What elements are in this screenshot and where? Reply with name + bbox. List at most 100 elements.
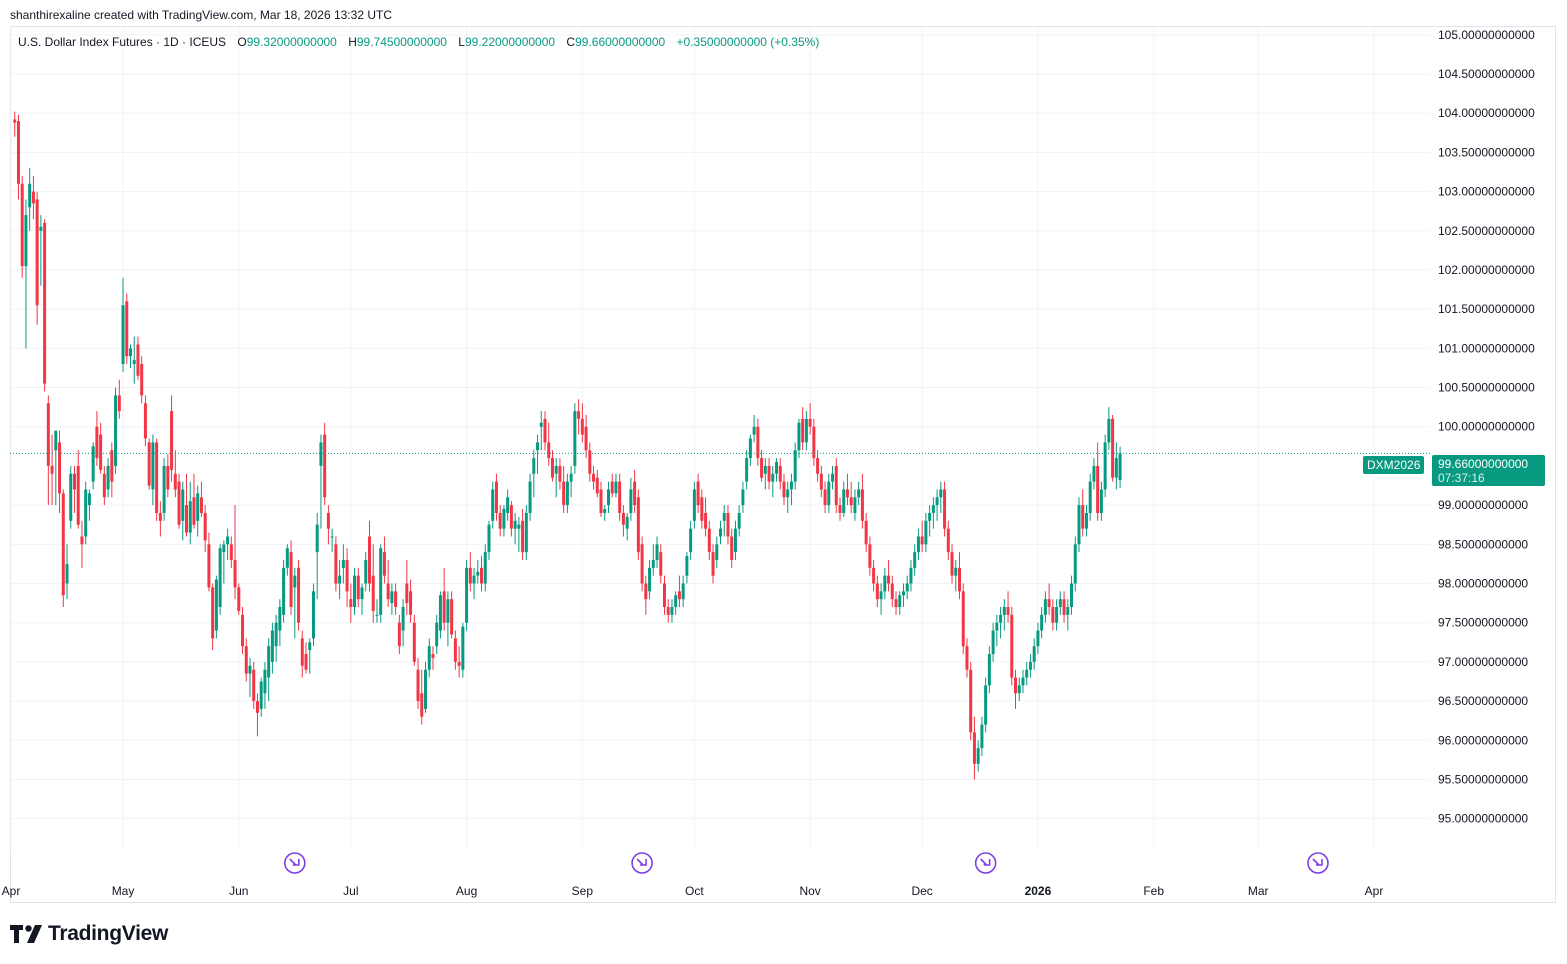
candle-body: [905, 583, 909, 592]
price-tick-label: 100.50000000000: [1438, 381, 1535, 395]
symbol-legend[interactable]: U.S. Dollar Index Futures · 1D · ICEUS O…: [18, 35, 819, 49]
low-label: L: [458, 35, 465, 49]
candle: [136, 336, 140, 380]
candle: [80, 520, 84, 568]
candle: [812, 418, 816, 466]
candle-body: [132, 360, 136, 365]
candle-body: [521, 520, 525, 553]
candle: [618, 473, 622, 521]
candle-body: [670, 607, 674, 615]
event-arrow: [1312, 858, 1323, 866]
candle: [1081, 489, 1085, 537]
candle-body: [297, 567, 301, 623]
candle: [371, 544, 375, 623]
candle-body: [775, 462, 779, 474]
candle: [868, 536, 872, 576]
candle: [304, 642, 308, 674]
candle-body: [397, 622, 401, 647]
candle: [931, 497, 935, 529]
tradingview-logo[interactable]: TradingView: [10, 922, 168, 946]
candle: [775, 458, 779, 482]
candle: [185, 473, 189, 537]
candle-body: [860, 489, 864, 521]
candle: [995, 614, 999, 647]
candle-body: [1025, 669, 1029, 678]
candle-body: [890, 583, 894, 600]
candle-body: [823, 489, 827, 506]
candle: [509, 501, 513, 537]
candle-body: [1114, 458, 1118, 478]
candle-body: [379, 548, 383, 615]
candle-body: [513, 520, 517, 529]
candle-body: [345, 559, 349, 592]
candle: [293, 567, 297, 639]
candle: [255, 693, 259, 737]
candle-body: [573, 411, 577, 466]
candle: [644, 575, 648, 615]
candle: [842, 481, 846, 517]
candle: [853, 489, 857, 521]
candle-body: [789, 481, 793, 490]
price-tick-label: 104.00000000000: [1438, 106, 1535, 120]
candle-body: [31, 191, 35, 204]
candle: [117, 379, 121, 419]
candle-body: [648, 567, 652, 592]
candle: [13, 111, 17, 137]
candle: [752, 414, 756, 443]
candle: [580, 403, 584, 443]
candle: [162, 458, 166, 521]
candle: [920, 520, 924, 553]
candle: [894, 591, 898, 615]
candle-body: [476, 571, 480, 576]
candle: [1040, 607, 1044, 639]
high-label: H: [348, 35, 357, 49]
candle: [763, 458, 767, 490]
price-tick-label: 104.50000000000: [1438, 67, 1535, 81]
candle: [909, 559, 913, 592]
candle-body: [13, 119, 17, 123]
candle-body: [173, 473, 177, 490]
candle: [237, 583, 241, 615]
candle: [394, 583, 398, 615]
candle: [737, 505, 741, 537]
candle-body: [1058, 599, 1062, 608]
candle: [767, 458, 771, 490]
candle: [364, 552, 368, 592]
candle: [442, 567, 446, 631]
candle: [674, 591, 678, 615]
candle-body: [1006, 607, 1010, 615]
candle: [468, 552, 472, 592]
candle: [662, 575, 666, 615]
candle-body: [416, 669, 420, 702]
candle-body: [916, 536, 920, 553]
candle-body: [629, 489, 633, 513]
candle-body: [965, 646, 969, 670]
candle-body: [920, 536, 924, 545]
candle-body: [207, 544, 211, 588]
candle: [1021, 669, 1025, 694]
candle-body: [203, 512, 207, 541]
candle: [625, 512, 629, 541]
candle-body: [692, 489, 696, 521]
candle-body: [248, 665, 252, 674]
candle-body: [199, 497, 203, 513]
candle-body: [1032, 646, 1036, 662]
candle: [778, 458, 782, 490]
candle: [289, 540, 293, 615]
candle-body: [259, 681, 263, 709]
candle: [69, 465, 73, 529]
candle-body: [188, 501, 192, 533]
candle: [707, 520, 711, 560]
candle-body: [853, 497, 857, 513]
candle: [943, 481, 947, 537]
candle-body: [640, 544, 644, 584]
time-tick-label: Oct: [685, 884, 704, 898]
open-value: 99.32000000000: [246, 35, 337, 49]
candle-body: [834, 465, 838, 506]
candle-body: [102, 473, 106, 498]
candle-body: [95, 426, 99, 459]
candle-body: [58, 442, 62, 494]
candle: [435, 614, 439, 655]
candle: [244, 638, 248, 682]
